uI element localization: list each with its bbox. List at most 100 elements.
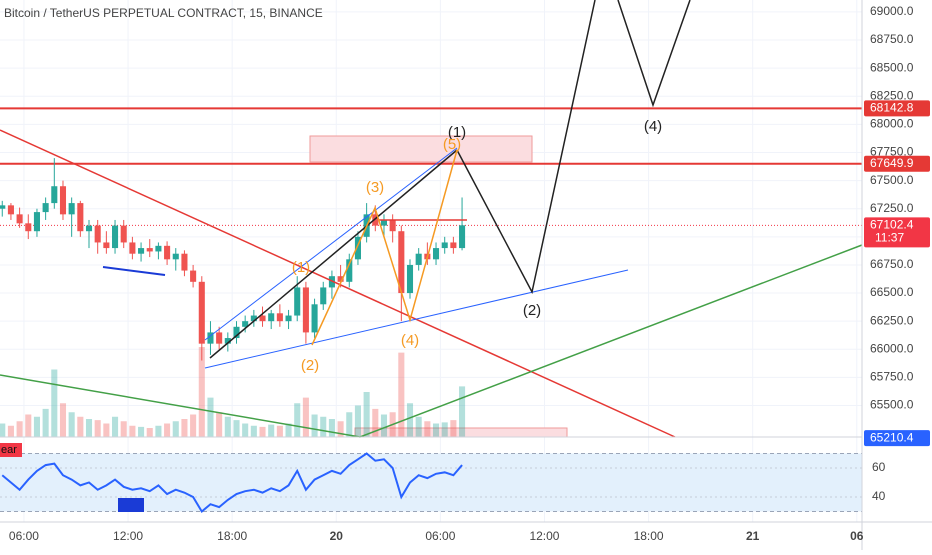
volume-bar (328, 419, 335, 437)
volume-bar (250, 425, 257, 437)
volume-bar (302, 397, 309, 437)
candle-body (406, 264, 414, 294)
x-tick-label: 21 (746, 529, 760, 543)
volume-bar (424, 421, 431, 437)
candle-body (207, 332, 214, 344)
y-tick-label: 67250.0 (870, 201, 914, 215)
volume-bar (51, 369, 58, 437)
price-tag (864, 155, 930, 172)
candle-body (250, 315, 257, 322)
candle-body (33, 212, 40, 232)
volume-bar (268, 424, 275, 437)
trendline (0, 129, 676, 438)
candle-body (164, 245, 171, 260)
volume-bar (16, 421, 23, 437)
y-tick-label: 68250.0 (870, 88, 914, 102)
trendline (102, 266, 166, 276)
candle-body (372, 214, 379, 226)
candle-body (51, 186, 58, 204)
candle-body (268, 313, 275, 322)
volume-bar (7, 425, 14, 437)
volume-bar (190, 414, 197, 437)
x-tick-label: 12:00 (529, 529, 559, 543)
candle-body (181, 253, 188, 271)
candle-body (146, 248, 153, 252)
volume-bar (146, 428, 153, 437)
wave-label: (1) (292, 259, 310, 276)
candle-body (354, 236, 361, 260)
candle-body (441, 242, 448, 249)
rsi-pane: ear (0, 443, 862, 513)
axes: 65500.0 65750.0 66000.0 66250.0 66500.0 66750… (9, 4, 930, 543)
candle-body (120, 225, 127, 243)
price-tag (864, 217, 930, 248)
candle-body (112, 225, 119, 249)
wave (311, 149, 458, 346)
candle-body (68, 203, 75, 215)
volume-bar (103, 423, 110, 437)
x-tick-label: 06 (850, 529, 864, 543)
candle-body (415, 253, 422, 265)
volume-bar (120, 421, 127, 437)
x-tick-label: 06:00 (425, 529, 455, 543)
volume-bar (242, 423, 249, 437)
volume-bar (0, 423, 6, 437)
candle-body (259, 315, 266, 322)
candle-body (129, 242, 136, 254)
wave-label: (2) (301, 357, 319, 374)
candle-body (302, 287, 309, 333)
y-tick-label: 65750.0 (870, 370, 914, 384)
volume-bar (432, 423, 440, 437)
rsi-signal (118, 498, 144, 512)
volume-bar (224, 416, 231, 437)
x-tick-label: 06:00 (9, 529, 39, 543)
volume (0, 347, 466, 437)
volume-bar (406, 403, 414, 437)
wave-label: (1) (448, 124, 466, 141)
y-tick-label: 66000.0 (870, 341, 914, 355)
volume-bar (198, 347, 205, 437)
candle-body (398, 231, 405, 294)
volume-bar (59, 403, 67, 437)
rsi-tag (0, 443, 22, 457)
volume-bar (129, 425, 136, 437)
candle-body (242, 321, 249, 327)
volume-bar (354, 405, 361, 437)
candle-body (16, 214, 23, 224)
candle-body (285, 315, 292, 322)
volume-bar (363, 392, 370, 437)
volume-bar (380, 414, 388, 437)
candle-body (380, 219, 388, 226)
y-tick-label: 68000.0 (870, 117, 914, 131)
volume-bar (450, 420, 457, 437)
volume-bar (181, 419, 188, 437)
candle-body (320, 287, 327, 305)
wave (617, 0, 691, 108)
volume-bar (459, 386, 466, 437)
price-tag-label: 68142.8 (870, 100, 914, 114)
rsi-tag-label: ear (1, 444, 17, 456)
volume-bar (372, 408, 379, 437)
price-lines (0, 107, 862, 226)
volume-bar (276, 425, 283, 437)
candle-body (311, 304, 318, 333)
volume-bar (164, 423, 171, 437)
rsi-line (1, 452, 463, 513)
volume-bar (337, 421, 344, 437)
volume-bar (207, 397, 214, 437)
wave-label: (4) (644, 118, 662, 135)
volume-bar (33, 416, 40, 437)
volume-bar (138, 426, 145, 437)
candle-body (25, 223, 32, 232)
candle-body (224, 338, 231, 344)
volume-bar (155, 425, 162, 437)
volume-bar (441, 422, 448, 437)
price-tag (864, 100, 930, 117)
price-tag-label: 67649.9 (870, 156, 914, 170)
candle-body (346, 259, 353, 282)
candle-body (77, 203, 84, 232)
candles (0, 158, 466, 361)
candle-body (233, 326, 240, 339)
candle-body (190, 270, 197, 282)
